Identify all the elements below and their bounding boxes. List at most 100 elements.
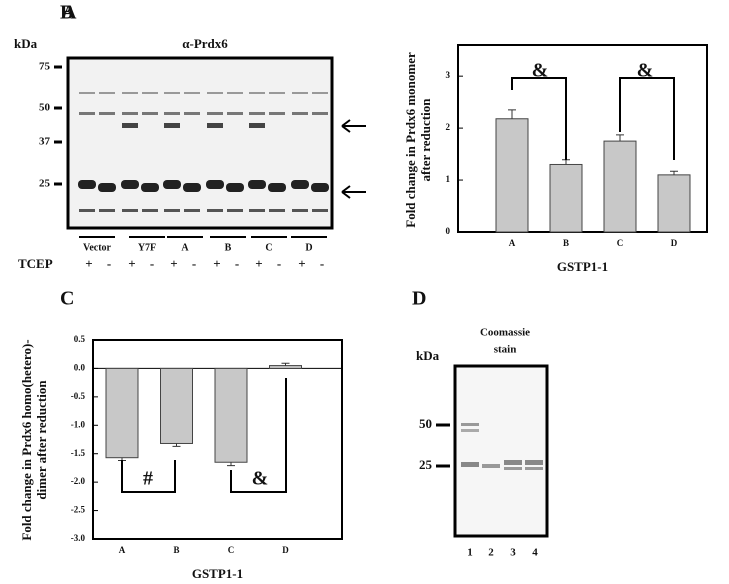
- band: [269, 92, 285, 94]
- band: [312, 112, 328, 115]
- band: [163, 180, 181, 189]
- marker-label: 50: [419, 416, 432, 431]
- band: [292, 92, 308, 94]
- band: [79, 92, 95, 94]
- y-tick-label: -1.5: [71, 448, 86, 458]
- panel-label: A: [62, 2, 77, 24]
- band: [183, 183, 201, 192]
- group-label: Y7F: [138, 242, 156, 253]
- y-tick-label: 0.0: [74, 362, 86, 372]
- unit-label: kDa: [416, 348, 440, 363]
- marker-label: 25: [419, 457, 433, 472]
- group-label: D: [305, 242, 312, 253]
- y-tick-label: 1: [446, 174, 451, 184]
- treatment-label: TCEP: [18, 256, 53, 271]
- bar: [549, 163, 583, 233]
- panel-label: D: [412, 288, 426, 310]
- sign: -: [320, 256, 324, 271]
- x-axis-label: GSTP1-1: [192, 566, 243, 581]
- band: [79, 209, 95, 212]
- error-bar: [670, 170, 678, 175]
- sign: -: [107, 256, 111, 271]
- band: [292, 209, 308, 212]
- sign: +: [213, 256, 220, 271]
- x-tick-label: C: [228, 545, 235, 555]
- group-label: C: [265, 242, 272, 253]
- band: [184, 112, 200, 115]
- band: [311, 183, 329, 192]
- sign: -: [192, 256, 196, 271]
- plot-frame: [92, 339, 343, 540]
- x-tick-label: D: [282, 545, 289, 555]
- sign: +: [170, 256, 177, 271]
- sign: +: [255, 256, 262, 271]
- band: [249, 92, 265, 94]
- lane-label: 1: [467, 547, 473, 559]
- bar: [105, 367, 139, 459]
- y-tick-label: -2.0: [71, 476, 86, 486]
- error-bar: [281, 362, 290, 366]
- band: [249, 209, 265, 212]
- band: [98, 183, 116, 192]
- blot: [66, 56, 334, 230]
- band: [122, 123, 138, 128]
- group-label: B: [225, 242, 232, 253]
- stain-label: stain: [494, 344, 517, 356]
- band: [99, 209, 115, 212]
- band: [249, 123, 265, 128]
- y-tick-label: -0.5: [71, 391, 86, 401]
- band: [269, 112, 285, 115]
- band: [227, 209, 243, 212]
- band: [121, 180, 139, 189]
- band: [184, 92, 200, 94]
- lane-label: 2: [488, 547, 494, 559]
- y-tick-label: -2.5: [71, 505, 86, 515]
- marker-label: 25: [39, 178, 51, 190]
- band: [164, 112, 180, 115]
- sign: -: [277, 256, 281, 271]
- error-bar: [562, 159, 570, 165]
- bracket: [619, 77, 675, 160]
- x-tick-label: C: [617, 238, 624, 248]
- bracket: [230, 378, 287, 493]
- band: [142, 112, 158, 115]
- band: [206, 180, 224, 189]
- x-axis-label: GSTP1-1: [557, 259, 608, 274]
- antibody-label: α-Prdx6: [182, 36, 228, 51]
- error-bar: [616, 134, 624, 142]
- band: [141, 183, 159, 192]
- band: [164, 209, 180, 212]
- band: [122, 209, 138, 212]
- band: [291, 180, 309, 189]
- band: [122, 112, 138, 115]
- sign: +: [298, 256, 305, 271]
- marker-label: 50: [39, 102, 51, 114]
- lane-label: 4: [532, 547, 538, 559]
- bar: [603, 140, 637, 233]
- error-bar: [172, 443, 181, 447]
- band: [226, 183, 244, 192]
- band: [312, 92, 328, 94]
- sign: +: [85, 256, 92, 271]
- band: [207, 123, 223, 128]
- y-tick-label: 3: [446, 70, 451, 80]
- band: [207, 209, 223, 212]
- band: [78, 180, 96, 189]
- band: [292, 112, 308, 115]
- marker-label: 37: [39, 136, 51, 148]
- y-axis-label: dimer after reduction: [34, 380, 49, 500]
- band: [184, 209, 200, 212]
- group-label: Vector: [83, 242, 112, 253]
- panel-label: C: [60, 288, 74, 310]
- group-label: A: [181, 242, 189, 253]
- panel-label: B: [60, 2, 73, 24]
- x-tick-label: A: [509, 238, 516, 248]
- annotation: #: [143, 468, 153, 490]
- stain-label: Coomassie: [480, 327, 530, 339]
- y-tick-label: -3.0: [71, 533, 86, 543]
- bar: [495, 118, 529, 233]
- band: [164, 123, 180, 128]
- band: [99, 112, 115, 115]
- band: [227, 112, 243, 115]
